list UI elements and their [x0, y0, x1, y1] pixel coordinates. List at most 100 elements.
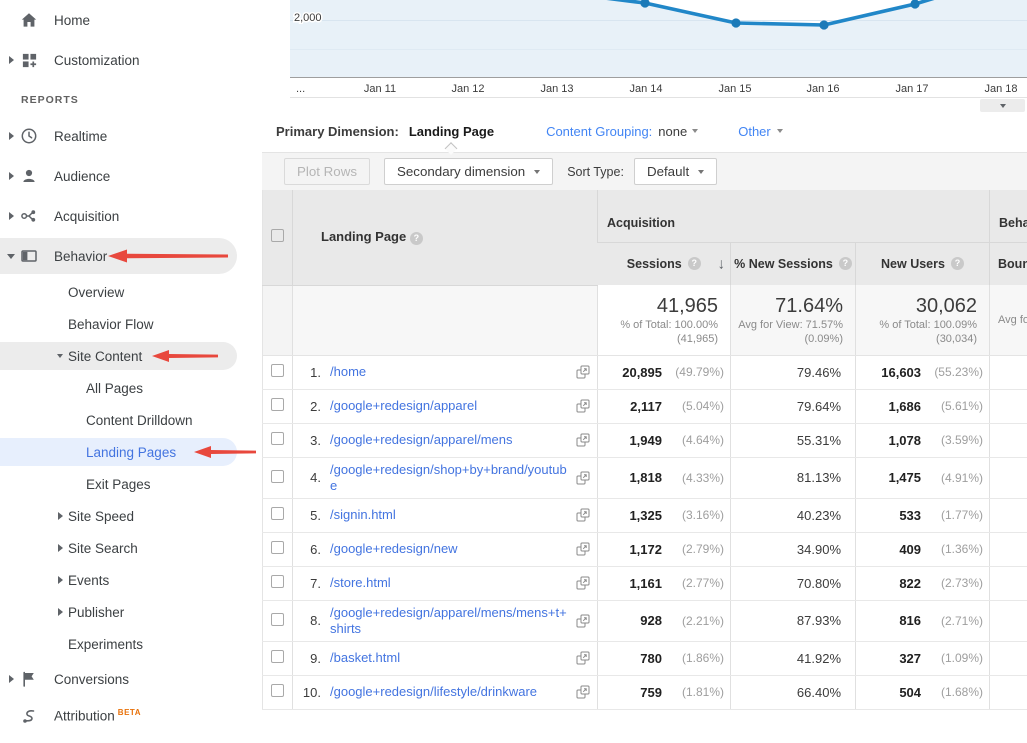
sidebar-item-experiments[interactable]: Experiments: [0, 628, 262, 660]
sidebar-item-behavior-flow[interactable]: Behavior Flow: [0, 308, 262, 340]
sort-type-select[interactable]: Default: [633, 158, 718, 185]
landing-page-link[interactable]: /google+redesign/new: [330, 541, 458, 556]
open-in-new-window-icon[interactable]: [576, 508, 590, 522]
expand-caret-icon: [57, 512, 63, 520]
landing-page-link[interactable]: /google+redesign/apparel/mens/mens+t+shi…: [330, 604, 567, 636]
row-checkbox[interactable]: [271, 398, 284, 411]
bounce-rate-column-header[interactable]: Bounce Rate: [989, 242, 1027, 285]
row-checkbox[interactable]: [271, 684, 284, 697]
new-sessions-column-header[interactable]: % New Sessions?: [730, 242, 856, 285]
row-checkbox[interactable]: [271, 650, 284, 663]
chart-area-fill: [290, 0, 1027, 78]
sidebar-item-label: Events: [68, 572, 110, 588]
expand-caret-icon: [8, 132, 14, 140]
secondary-dimension-button[interactable]: Secondary dimension: [384, 158, 554, 185]
select-all-checkbox[interactable]: [271, 229, 284, 243]
landing-page-column-header[interactable]: Landing Page ?: [292, 190, 598, 286]
sidebar-item-site-search[interactable]: Site Search: [0, 532, 262, 564]
sidebar-item-realtime[interactable]: Realtime: [0, 116, 262, 156]
open-in-new-window-icon[interactable]: [576, 399, 590, 413]
sidebar-item-site-speed[interactable]: Site Speed: [0, 500, 262, 532]
landing-page-link[interactable]: /google+redesign/apparel: [330, 398, 478, 413]
question-circle-icon[interactable]: ?: [838, 257, 852, 271]
sidebar-item-label: Site Content: [68, 348, 143, 364]
table-row: 3./google+redesign/apparel/mens 1,949 (4.…: [262, 423, 1027, 458]
row-checkbox[interactable]: [271, 507, 284, 520]
question-circle-icon[interactable]: ?: [950, 257, 964, 271]
sidebar-item-label: Attribution BETA: [54, 708, 141, 724]
sidebar-nav: Home Customization REPORTS Realtime Audi…: [0, 0, 262, 743]
open-in-new-window-icon[interactable]: [576, 542, 590, 556]
table-toolbar: Plot Rows Secondary dimension Sort Type:…: [262, 152, 1027, 190]
content-grouping-control[interactable]: Content Grouping: none: [546, 123, 699, 139]
collapse-caret-icon: [7, 253, 15, 259]
chevron-down-icon: [692, 129, 699, 133]
question-circle-icon[interactable]: ?: [409, 232, 423, 246]
sidebar-item-home[interactable]: Home: [0, 0, 262, 40]
sidebar-item-label: Experiments: [68, 636, 144, 652]
row-checkbox[interactable]: [271, 612, 284, 626]
open-in-new-window-icon[interactable]: [576, 365, 590, 379]
x-tick: Jan 16: [806, 83, 839, 95]
row-checkbox[interactable]: [271, 575, 284, 588]
landing-page-link[interactable]: /google+redesign/shop+by+brand/youtube: [330, 461, 567, 493]
landing-page-link[interactable]: /store.html: [330, 575, 391, 590]
question-circle-icon[interactable]: ?: [687, 257, 701, 271]
plot-rows-button[interactable]: Plot Rows: [284, 158, 370, 185]
content-grouping-link[interactable]: Content Grouping:: [546, 123, 653, 139]
landing-page-link[interactable]: /basket.html: [330, 650, 401, 665]
primary-dimension-selected[interactable]: Landing Page: [408, 123, 495, 139]
data-point-jan14[interactable]: [640, 0, 650, 8]
open-in-new-window-icon[interactable]: [576, 685, 590, 699]
sidebar-item-landing-pages[interactable]: Landing Pages: [0, 436, 262, 468]
red-left-arrow-icon: [152, 350, 218, 362]
grid-plus-icon: [20, 51, 38, 69]
sidebar-item-content-drilldown[interactable]: Content Drilldown: [0, 404, 262, 436]
row-checkbox[interactable]: [271, 541, 284, 554]
open-in-new-window-icon[interactable]: [576, 433, 590, 447]
sidebar-item-events[interactable]: Events: [0, 564, 262, 596]
expand-caret-icon: [8, 212, 14, 220]
row-checkbox[interactable]: [271, 364, 284, 377]
x-tick: Jan 18: [984, 83, 1017, 95]
sidebar-item-conversions[interactable]: Conversions: [0, 660, 262, 698]
open-in-new-window-icon[interactable]: [576, 471, 590, 485]
landing-page-link[interactable]: /home: [330, 364, 367, 379]
data-point-jan17[interactable]: [910, 0, 920, 9]
expand-caret-icon: [57, 544, 63, 552]
sidebar-item-audience[interactable]: Audience: [0, 156, 262, 196]
curved-path-icon: [20, 707, 38, 725]
other-link[interactable]: Other: [738, 123, 771, 139]
chart-scroll-dropdown-button[interactable]: [980, 99, 1025, 112]
table-row: 9./basket.html 780 (1.86%) 41.92% 327 (1.0…: [262, 641, 1027, 676]
open-in-new-window-icon[interactable]: [576, 614, 590, 628]
x-tick: Jan 15: [718, 83, 751, 95]
landing-page-link[interactable]: /google+redesign/lifestyle/drinkware: [330, 684, 538, 699]
row-checkbox[interactable]: [271, 469, 284, 483]
sidebar-item-publisher[interactable]: Publisher: [0, 596, 262, 628]
bounce-rate-summary: Avg for View:: [989, 285, 1027, 356]
row-checkbox[interactable]: [271, 432, 284, 445]
new-users-column-header[interactable]: New Users?: [854, 242, 990, 285]
sidebar-item-exit-pages[interactable]: Exit Pages: [0, 468, 262, 500]
sidebar-item-customization[interactable]: Customization: [0, 40, 262, 80]
sidebar-item-behavior[interactable]: Behavior: [0, 236, 262, 276]
open-in-new-window-icon[interactable]: [576, 576, 590, 590]
open-in-new-window-icon[interactable]: [576, 651, 590, 665]
sidebar-item-attribution[interactable]: Attribution BETA: [0, 698, 262, 734]
behavior-group-header: Behavior: [989, 190, 1027, 243]
sidebar-item-label: All Pages: [86, 380, 144, 396]
sidebar-item-site-content[interactable]: Site Content: [0, 340, 262, 372]
landing-page-link[interactable]: /google+redesign/apparel/mens: [330, 432, 513, 447]
sidebar-item-overview[interactable]: Overview: [0, 276, 262, 308]
data-point-jan15[interactable]: [731, 18, 741, 28]
sidebar-item-acquisition[interactable]: Acquisition: [0, 196, 262, 236]
other-dimension-control[interactable]: Other: [738, 124, 783, 139]
sort-descending-arrow-icon[interactable]: ↓: [717, 255, 726, 273]
collapse-caret-icon: [57, 354, 63, 358]
sidebar-item-all-pages[interactable]: All Pages: [0, 372, 262, 404]
data-point-jan16[interactable]: [819, 20, 829, 30]
sessions-column-header[interactable]: Sessions? ↓: [597, 242, 731, 285]
landing-page-link[interactable]: /signin.html: [330, 507, 396, 522]
sidebar-item-label: Site Speed: [68, 508, 135, 524]
